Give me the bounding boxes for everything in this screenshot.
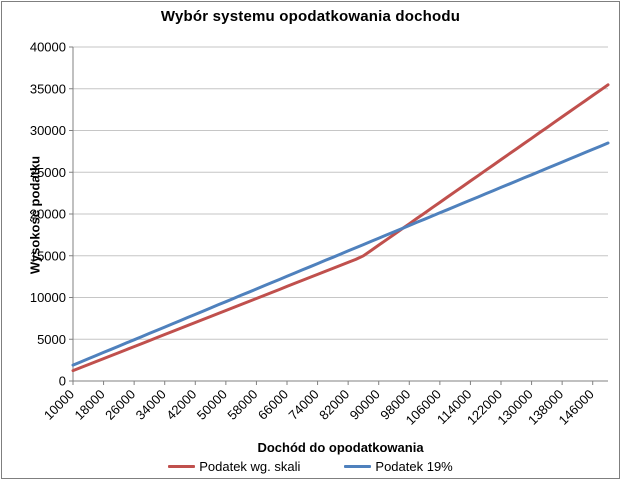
- x-tick-label: 90000: [347, 387, 383, 423]
- x-tick-label: 10000: [41, 387, 77, 423]
- x-tick-label: 66000: [255, 387, 291, 423]
- legend-item-podatek-wg-skali: Podatek wg. skali: [168, 459, 300, 474]
- x-tick-label: 50000: [194, 387, 230, 423]
- legend-item-podatek-19: Podatek 19%: [344, 459, 453, 474]
- y-tick-label: 0: [59, 374, 66, 389]
- legend-label: Podatek wg. skali: [199, 459, 301, 474]
- y-tick-label: 10000: [30, 290, 66, 305]
- x-tick-label: 58000: [224, 387, 260, 423]
- y-tick-label: 25000: [30, 165, 66, 180]
- y-tick-label: 30000: [30, 123, 66, 138]
- x-tick-label: 42000: [163, 387, 199, 423]
- x-tick-label: 74000: [286, 387, 322, 423]
- legend-label: Podatek 19%: [375, 459, 453, 474]
- legend-line-swatch-podatek-wg-skali: [168, 465, 196, 468]
- series-line-podatek-19: [71, 141, 610, 367]
- x-tick-label: 82000: [316, 387, 352, 423]
- y-tick-label: 5000: [37, 332, 66, 347]
- y-tick-label: 15000: [30, 248, 66, 263]
- legend-line-swatch-podatek-19: [344, 465, 372, 468]
- y-tick-label: 40000: [30, 40, 66, 55]
- x-axis-title: Dochód do opodatkowania: [257, 440, 424, 455]
- chart-title: Wybór systemu opodatkowania dochodu: [160, 8, 461, 25]
- y-tick-label: 35000: [30, 81, 66, 96]
- x-tick-label: 18000: [72, 387, 108, 423]
- series-line-podatek-wg-skali: [71, 83, 610, 373]
- x-tick-label: 34000: [133, 387, 169, 423]
- legend: Podatek wg. skali Podatek 19%: [0, 459, 621, 474]
- x-tick-label: 26000: [102, 387, 138, 423]
- y-tick-label: 20000: [30, 207, 66, 222]
